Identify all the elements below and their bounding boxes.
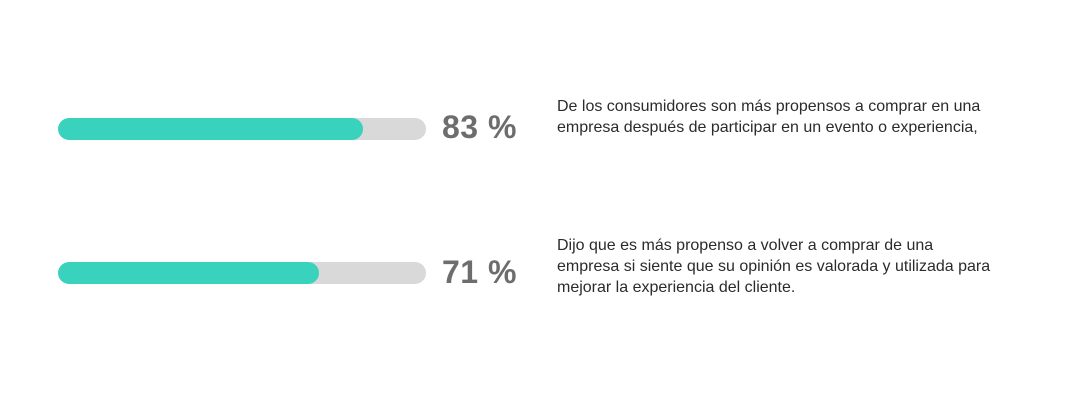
stat-description-1: De los consumidores son más propensos a … xyxy=(557,98,981,136)
progress-bar-fill-1 xyxy=(58,118,364,140)
progress-bar-track-2 xyxy=(58,262,426,284)
progress-bar-track-1 xyxy=(58,118,426,140)
percent-label-1: 83 % xyxy=(442,109,517,145)
stat-description-2: Dijo que es más propenso a volver a comp… xyxy=(557,237,991,296)
percent-label-2: 71 % xyxy=(442,254,517,290)
progress-bar-fill-2 xyxy=(58,262,320,284)
